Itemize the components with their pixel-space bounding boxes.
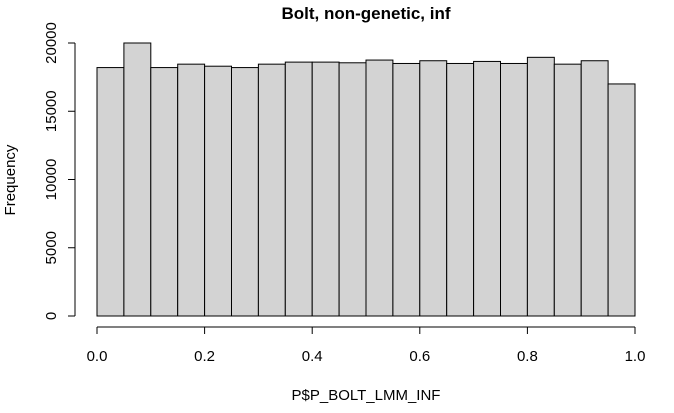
y-tick-label: 10000 bbox=[43, 159, 60, 201]
histogram-bar bbox=[607, 83, 636, 317]
y-tick-label: 20000 bbox=[43, 22, 60, 64]
histogram-bar bbox=[446, 62, 475, 317]
histogram-bar bbox=[257, 63, 286, 317]
histogram-bar bbox=[150, 67, 179, 317]
histogram-bar bbox=[284, 61, 313, 317]
y-tick-label: 5000 bbox=[43, 231, 60, 264]
histogram-bar bbox=[392, 62, 421, 317]
histogram-bar bbox=[553, 63, 582, 317]
x-axis: 0.0 0.2 0.4 0.6 0.8 1.0 bbox=[87, 326, 646, 365]
chart-title: Bolt, non-genetic, inf bbox=[281, 4, 450, 23]
histogram-bar bbox=[338, 62, 367, 317]
y-tick-label: 15000 bbox=[43, 90, 60, 132]
x-tick-label: 1.0 bbox=[625, 348, 646, 365]
x-tick-label: 0.8 bbox=[517, 348, 538, 365]
x-tick-label: 0.4 bbox=[302, 348, 323, 365]
histogram-bar bbox=[526, 56, 555, 317]
y-axis: 0 5000 10000 15000 20000 bbox=[43, 22, 76, 320]
histogram-bar bbox=[311, 61, 340, 317]
y-axis-label: Frequency bbox=[2, 144, 19, 215]
y-tick-label: 0 bbox=[43, 312, 60, 320]
histogram-bar bbox=[580, 60, 609, 317]
histogram-bar bbox=[473, 60, 502, 317]
histogram-bar bbox=[123, 42, 152, 317]
bars-group bbox=[96, 42, 636, 317]
histogram-bar bbox=[500, 62, 528, 317]
histogram-bar bbox=[365, 59, 394, 317]
x-tick-label: 0.6 bbox=[409, 348, 430, 365]
histogram-bar bbox=[419, 60, 448, 317]
x-tick-label: 0.0 bbox=[87, 348, 108, 365]
histogram-bar bbox=[204, 65, 233, 317]
x-axis-label: P$P_BOLT_LMM_INF bbox=[292, 387, 441, 404]
histogram-bar bbox=[96, 67, 125, 317]
histogram-bar bbox=[177, 63, 206, 317]
x-tick-label: 0.2 bbox=[194, 348, 215, 365]
histogram-bar bbox=[231, 67, 259, 317]
